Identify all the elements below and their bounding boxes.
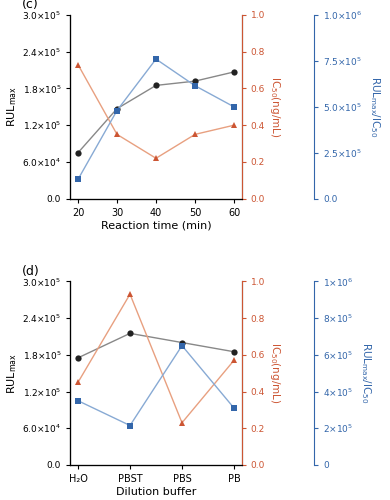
Y-axis label: IC$_{50}$(ng/mL): IC$_{50}$(ng/mL) [268,76,282,138]
X-axis label: Dilution buffer: Dilution buffer [116,487,196,497]
Text: (c): (c) [22,0,39,12]
X-axis label: Reaction time (min): Reaction time (min) [101,220,211,230]
Y-axis label: IC$_{50}$(ng/mL): IC$_{50}$(ng/mL) [268,342,282,404]
Y-axis label: RUL$_{\mathrm{max}}$: RUL$_{\mathrm{max}}$ [5,86,20,128]
Y-axis label: RUL$_{\mathrm{max}}$/IC$_{50}$: RUL$_{\mathrm{max}}$/IC$_{50}$ [368,76,382,138]
Y-axis label: RUL$_{\mathrm{max}}$/IC$_{50}$: RUL$_{\mathrm{max}}$/IC$_{50}$ [359,342,373,404]
Text: (d): (d) [22,264,40,278]
Y-axis label: RUL$_{\mathrm{max}}$: RUL$_{\mathrm{max}}$ [5,352,20,394]
